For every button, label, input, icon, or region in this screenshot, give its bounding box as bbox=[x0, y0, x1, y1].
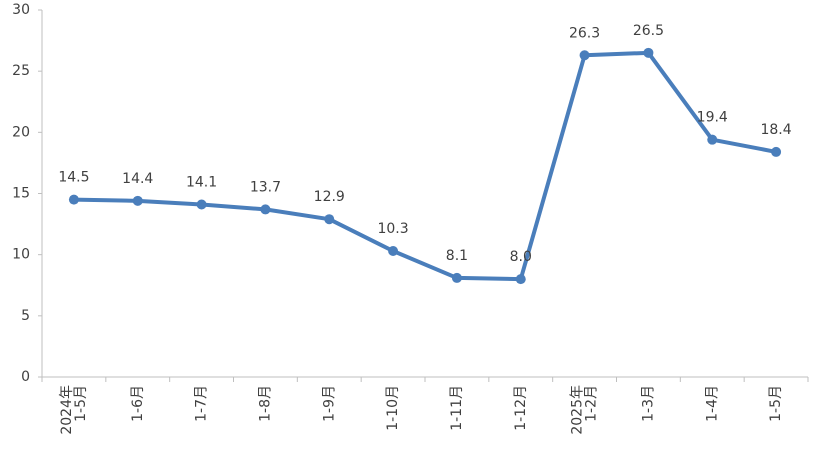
x-tick-label: 1-9月 bbox=[321, 385, 337, 422]
x-tick-label: 1-5月 bbox=[768, 385, 784, 422]
x-tick-label-line: 1-2月 bbox=[584, 385, 600, 422]
data-point bbox=[388, 245, 399, 256]
x-axis-ticks bbox=[41, 377, 809, 382]
x-tick-label: 1-10月 bbox=[385, 385, 401, 431]
data-point bbox=[643, 47, 654, 58]
data-point bbox=[579, 50, 590, 61]
x-tick-label: 1-11月 bbox=[449, 385, 465, 431]
y-tick-label: 0 bbox=[21, 369, 30, 385]
data-point bbox=[451, 272, 462, 283]
data-point bbox=[196, 199, 207, 210]
data-label: 18.4 bbox=[760, 122, 791, 138]
x-tick-label-line: 1-9月 bbox=[321, 385, 337, 422]
data-label: 10.3 bbox=[377, 221, 408, 237]
data-point bbox=[132, 195, 143, 206]
y-tick-label: 5 bbox=[21, 308, 30, 324]
x-tick-label-line: 1-8月 bbox=[257, 385, 273, 422]
y-tick-label: 10 bbox=[12, 247, 30, 263]
x-tick-label: 1-7月 bbox=[194, 385, 210, 422]
data-label: 14.4 bbox=[122, 171, 153, 187]
data-label: 14.1 bbox=[186, 175, 217, 191]
data-label: 12.9 bbox=[314, 189, 345, 205]
x-tick-label-line: 1-11月 bbox=[449, 385, 465, 431]
x-tick-label: 1-3月 bbox=[640, 385, 656, 422]
data-point bbox=[771, 146, 782, 157]
x-tick-label: 1-6月 bbox=[130, 385, 146, 422]
data-points bbox=[68, 47, 782, 285]
data-point bbox=[68, 194, 79, 205]
x-tick-label-line: 1-7月 bbox=[194, 385, 210, 422]
x-tick-label-line: 1-5月 bbox=[73, 385, 89, 422]
x-tick-label: 1-4月 bbox=[704, 385, 720, 422]
data-point bbox=[260, 204, 271, 215]
data-label: 13.7 bbox=[250, 179, 281, 195]
x-tick-label-line: 2025年 bbox=[570, 385, 586, 435]
y-tick-label: 15 bbox=[12, 186, 30, 202]
x-tick-label: 1-8月 bbox=[257, 385, 273, 422]
x-tick-label-line: 1-12月 bbox=[513, 385, 529, 431]
data-label: 26.5 bbox=[633, 23, 664, 39]
data-label: 8.1 bbox=[446, 248, 468, 264]
data-point bbox=[324, 214, 335, 225]
data-point bbox=[515, 274, 526, 285]
series-line bbox=[71, 50, 779, 282]
data-point bbox=[707, 134, 718, 145]
data-label: 26.3 bbox=[569, 25, 600, 41]
x-tick-label-line: 2024年 bbox=[59, 385, 75, 435]
x-tick-label-line: 1-4月 bbox=[704, 385, 720, 422]
x-tick-label-line: 1-10月 bbox=[385, 385, 401, 431]
data-label: 8.0 bbox=[510, 249, 532, 265]
x-tick-label-line: 1-6月 bbox=[130, 385, 146, 422]
y-tick-label: 25 bbox=[12, 63, 30, 79]
y-tick-label: 20 bbox=[12, 124, 30, 140]
x-tick-label: 1-12月 bbox=[513, 385, 529, 431]
y-axis-ticks: 0 5 10 15 20 25 30 bbox=[12, 2, 42, 385]
data-label: 19.4 bbox=[697, 110, 728, 126]
y-tick-label: 30 bbox=[12, 2, 30, 18]
x-tick-label-line: 1-3月 bbox=[640, 385, 656, 422]
x-tick-label-line: 1-5月 bbox=[768, 385, 784, 422]
data-label: 14.5 bbox=[58, 170, 89, 186]
data-labels: 14.5 14.4 14.1 13.7 12.9 10.3 8.1 8.0 26.3 26.5 19… bbox=[58, 23, 791, 265]
